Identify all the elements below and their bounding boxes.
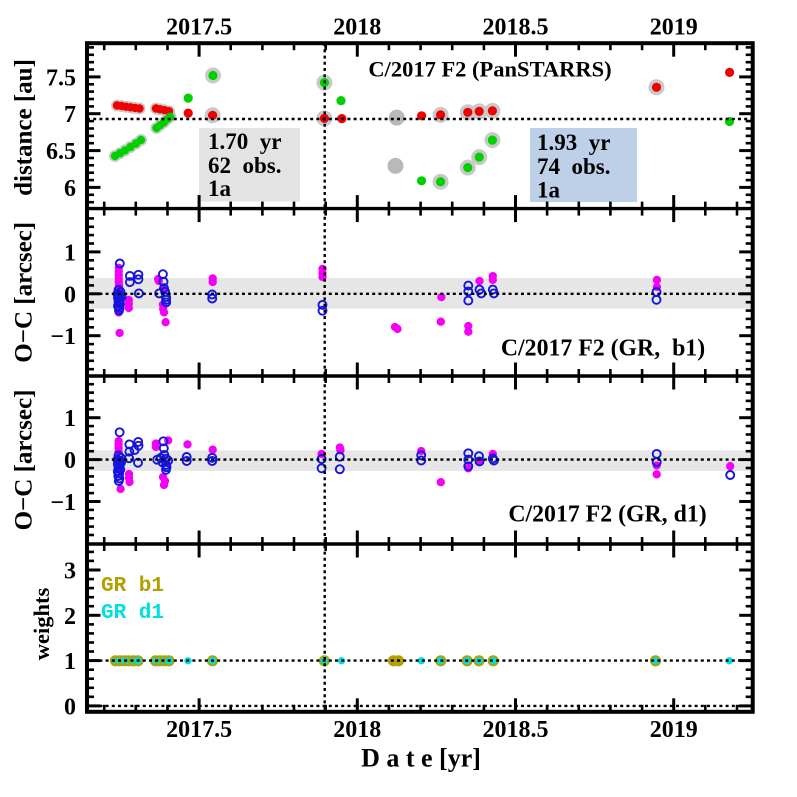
- svg-text:O−C [arcsec]: O−C [arcsec]: [11, 390, 38, 531]
- svg-text:1a: 1a: [208, 176, 232, 201]
- svg-text:2: 2: [64, 604, 76, 630]
- svg-text:2018.5: 2018.5: [483, 717, 549, 743]
- svg-text:0: 0: [64, 448, 76, 474]
- svg-text:2019: 2019: [650, 15, 698, 41]
- svg-text:1: 1: [64, 406, 76, 432]
- svg-text:6: 6: [64, 176, 76, 202]
- svg-text:C/2017 F2 (GR, d1): C/2017 F2 (GR, d1): [508, 502, 706, 528]
- svg-text:weights: weights: [29, 588, 54, 661]
- svg-text:2017.5: 2017.5: [166, 717, 232, 743]
- svg-text:74 obs.: 74 obs.: [537, 154, 611, 179]
- svg-text:7.5: 7.5: [46, 65, 76, 91]
- svg-text:C/2017 F2 (GR, b1): C/2017 F2 (GR, b1): [501, 336, 705, 362]
- svg-text:2018.5: 2018.5: [483, 15, 549, 41]
- svg-text:6.5: 6.5: [46, 139, 76, 165]
- svg-text:2018: 2018: [333, 15, 381, 41]
- svg-text:C/2017 F2 (PanSTARRS): C/2017 F2 (PanSTARRS): [368, 57, 611, 82]
- svg-text:1: 1: [64, 649, 76, 675]
- svg-text:1.93 yr: 1.93 yr: [537, 130, 610, 155]
- svg-text:2017.5: 2017.5: [166, 15, 232, 41]
- svg-text:1: 1: [64, 240, 76, 266]
- svg-text:7: 7: [64, 102, 76, 128]
- svg-text:0: 0: [64, 694, 76, 720]
- svg-text:0: 0: [64, 282, 76, 308]
- svg-text:D a t e [yr]: D a t e [yr]: [361, 744, 481, 773]
- svg-text:2018: 2018: [333, 717, 381, 743]
- svg-text:distance [au]: distance [au]: [11, 59, 38, 196]
- svg-text:−1: −1: [50, 490, 76, 516]
- svg-text:3: 3: [64, 559, 76, 585]
- svg-text:2019: 2019: [650, 717, 698, 743]
- svg-text:62 obs.: 62 obs.: [208, 153, 282, 178]
- svg-text:−1: −1: [50, 324, 76, 350]
- svg-text:1.70 yr: 1.70 yr: [208, 129, 281, 154]
- svg-text:GR b1: GR b1: [101, 575, 164, 598]
- svg-text:1a: 1a: [537, 178, 561, 203]
- svg-text:O−C [arcsec]: O−C [arcsec]: [11, 222, 38, 363]
- svg-text:GR d1: GR d1: [101, 602, 164, 625]
